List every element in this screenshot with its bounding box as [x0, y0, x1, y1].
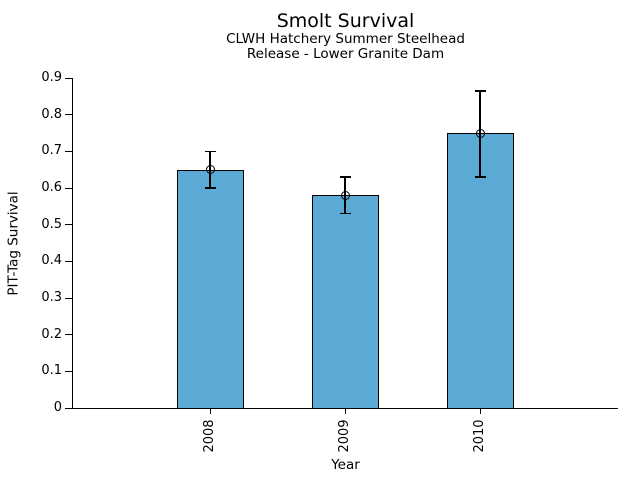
chart-subtitle-line2: Release - Lower Granite Dam	[246, 46, 445, 62]
error-bar-cap	[204, 187, 216, 189]
y-axis-tick-label: 0.8	[41, 106, 62, 122]
y-axis-tick	[65, 224, 72, 226]
y-axis-tick-label: 0.7	[41, 143, 62, 159]
y-axis-tick-label: 0.9	[41, 70, 62, 85]
y-axis-tick-label: 0.1	[41, 363, 62, 379]
data-point-marker	[340, 190, 350, 200]
error-bar-cap	[474, 90, 486, 92]
y-axis-tick-label: 0.3	[41, 290, 62, 305]
y-axis-tick	[65, 187, 72, 189]
x-axis-label: Year	[331, 457, 360, 473]
chart-title: Smolt Survival	[276, 10, 415, 32]
y-axis-tick	[65, 150, 72, 152]
y-axis-tick	[65, 114, 72, 116]
error-bar-cap	[339, 176, 351, 178]
x-axis-tick	[344, 409, 346, 414]
x-axis-tick	[479, 409, 481, 414]
bar-2009	[311, 195, 379, 409]
y-axis-tick	[65, 77, 72, 79]
error-bar-cap	[339, 212, 351, 215]
x-axis-tick-label: 2009	[337, 419, 352, 453]
x-axis-tick	[209, 409, 211, 414]
y-axis-tick	[65, 297, 72, 299]
bar-2008	[176, 169, 244, 409]
y-axis-spine	[72, 78, 73, 409]
y-axis-tick	[65, 260, 72, 262]
data-point-marker	[475, 128, 485, 138]
y-axis-tick	[65, 370, 72, 372]
y-axis-tick-label: 0.5	[41, 216, 62, 232]
y-axis-tick	[65, 407, 72, 409]
error-bar-cap	[474, 176, 486, 178]
y-axis-tick-label: 0.2	[41, 326, 62, 342]
data-point-marker	[205, 165, 215, 175]
x-axis-tick-label: 2008	[202, 419, 217, 453]
x-axis-tick-label: 2010	[472, 419, 487, 453]
y-axis-tick-label: 0	[53, 400, 62, 415]
error-bar-cap	[204, 150, 216, 153]
y-axis-tick-label: 0.6	[41, 180, 62, 195]
chart-subtitle-line1: CLWH Hatchery Summer Steelhead	[226, 31, 465, 47]
y-axis-tick	[65, 334, 72, 336]
y-axis-tick-label: 0.4	[41, 253, 62, 269]
bar-2010	[446, 133, 514, 409]
